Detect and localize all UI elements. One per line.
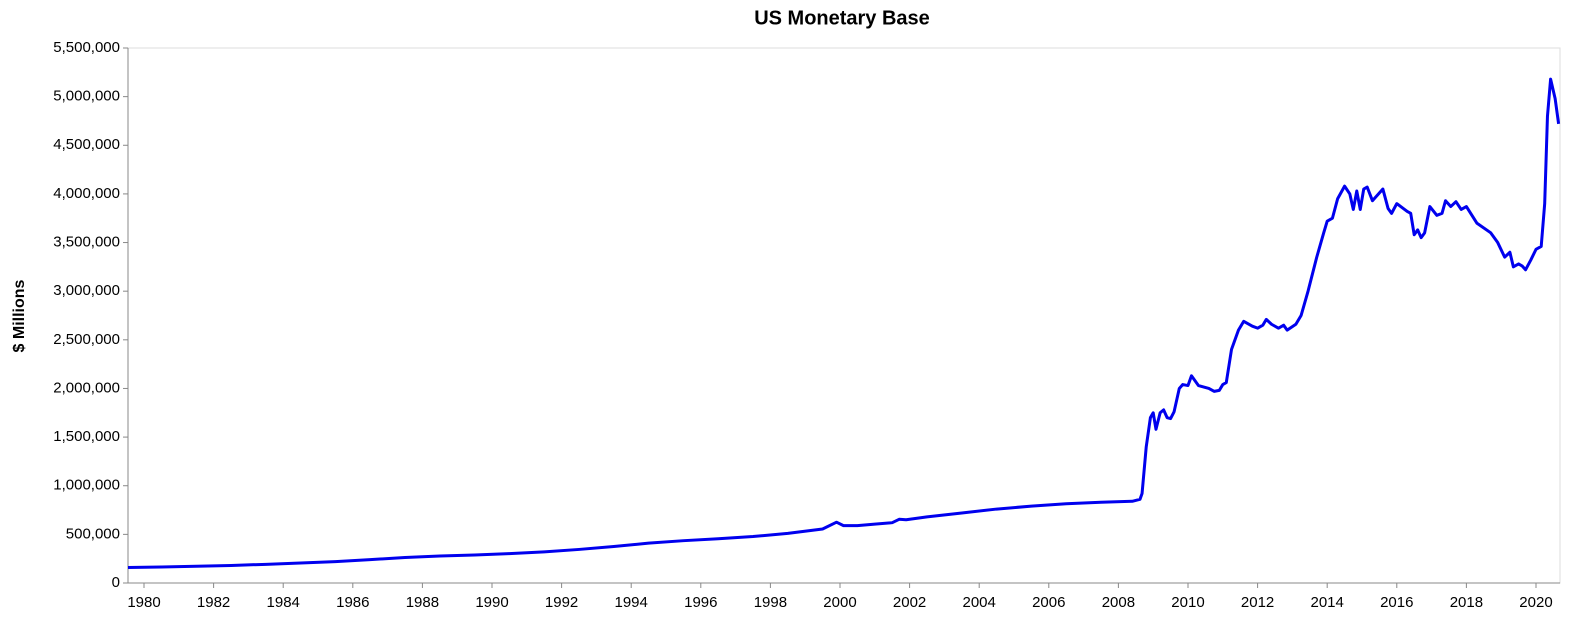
x-tick-label: 2004 [963,594,996,611]
x-tick-label: 2000 [823,594,856,611]
x-tick-label: 2020 [1519,594,1552,611]
y-tick-label: 2,000,000 [53,379,120,396]
x-tick-label: 1996 [684,594,717,611]
x-tick-label: 1994 [615,594,648,611]
y-tick-label: 5,000,000 [53,88,120,105]
x-tick-label: 2006 [1032,594,1065,611]
y-tick-label: 3,500,000 [53,234,120,251]
x-tick-label: 2016 [1380,594,1413,611]
y-tick-label: 5,500,000 [53,39,120,56]
y-tick-label: 500,000 [66,525,120,542]
x-tick-label: 1998 [754,594,787,611]
y-tick-label: 3,000,000 [53,282,120,299]
x-tick-label: 2008 [1102,594,1135,611]
y-tick-label: 0 [112,574,120,591]
chart-title: US Monetary Base [754,7,930,29]
x-tick-label: 1988 [406,594,439,611]
x-tick-label: 1980 [127,594,160,611]
y-tick-label: 4,000,000 [53,185,120,202]
x-tick-label: 2014 [1311,594,1344,611]
x-tick-label: 1990 [475,594,508,611]
x-tick-label: 2012 [1241,594,1274,611]
y-tick-label: 1,000,000 [53,477,120,494]
plot-frame [127,47,1561,584]
x-tick-label: 1982 [197,594,230,611]
data-line [127,77,1561,569]
x-tick-label: 1986 [336,594,369,611]
y-tick-label: 2,500,000 [53,331,120,348]
x-tick-label: 2018 [1450,594,1483,611]
y-tick-label: 4,500,000 [53,136,120,153]
y-tick-label: 1,500,000 [53,428,120,445]
x-tick-label: 2002 [893,594,926,611]
y-axis-title: $ Millions [11,279,28,352]
x-tick-label: 1992 [545,594,578,611]
x-tick-label: 1984 [267,594,300,611]
x-tick-label: 2010 [1171,594,1204,611]
